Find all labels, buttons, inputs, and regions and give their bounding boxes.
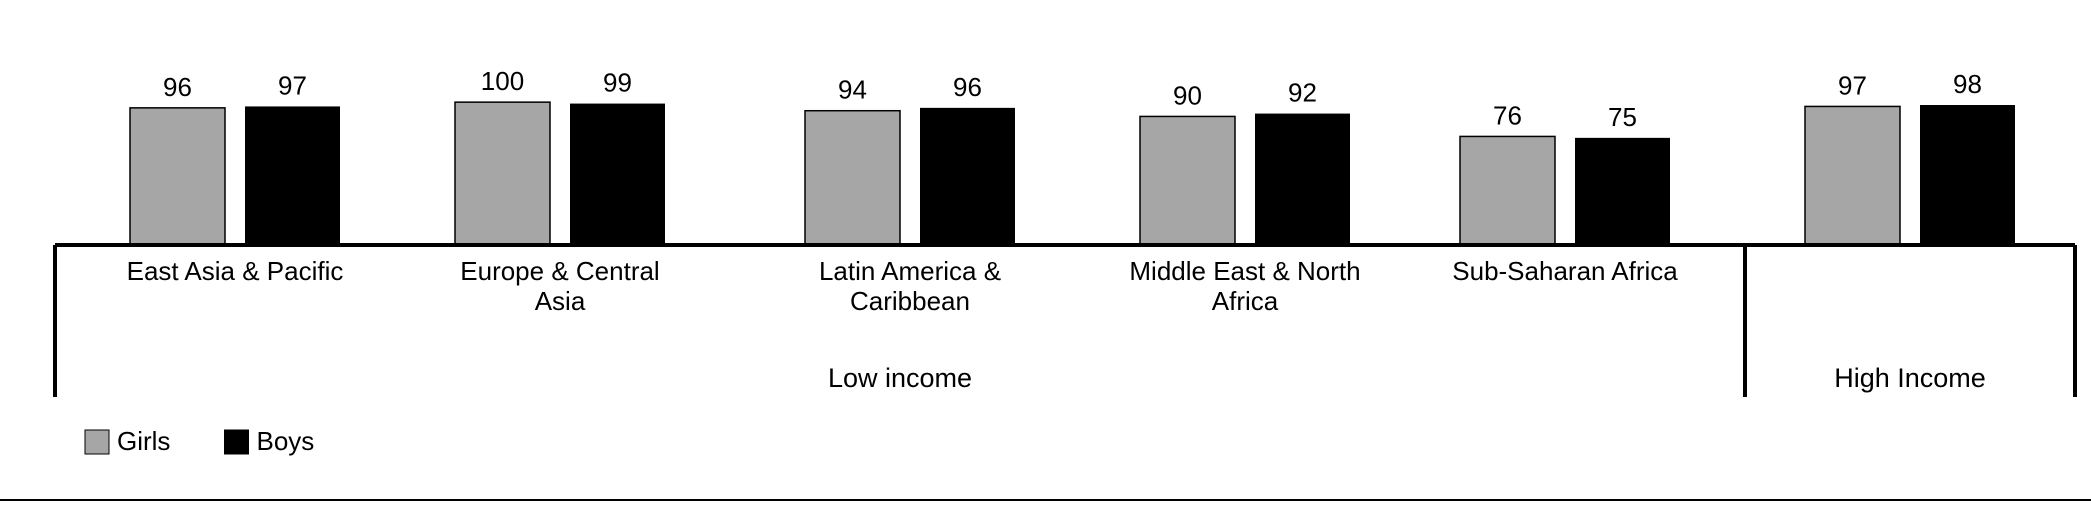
bar-boys [1575, 138, 1670, 245]
bar-boys [1255, 114, 1350, 245]
bar-girls [455, 102, 550, 245]
bar-boys [1920, 105, 2015, 245]
data-label-girls: 96 [163, 72, 192, 102]
bar-boys [570, 104, 665, 245]
legend-swatch [225, 430, 249, 454]
data-label-girls: 100 [481, 66, 524, 96]
enrollment-bar-chart: 96 97 100 99 94 96 90 92 76 75 97 98 East Asia & Pac… [0, 0, 2091, 507]
data-label-boys: 92 [1288, 78, 1317, 108]
bar-girls [805, 111, 900, 245]
bar-boys [920, 108, 1015, 245]
data-label-boys: 97 [278, 70, 307, 100]
group-label: Low income [828, 363, 972, 393]
data-label-girls: 76 [1493, 100, 1522, 130]
category-label: Sub-Saharan Africa [1452, 256, 1678, 286]
legend-label: Girls [117, 426, 170, 456]
legend-label: Boys [257, 426, 315, 456]
data-label-boys: 98 [1953, 69, 1982, 99]
data-label-girls: 97 [1838, 70, 1867, 100]
category-label: East Asia & Pacific [127, 256, 344, 286]
bar-girls [130, 108, 225, 245]
bar-girls [1805, 106, 1900, 245]
data-label-boys: 96 [953, 72, 982, 102]
data-label-boys: 75 [1608, 102, 1637, 132]
bar-girls [1140, 116, 1235, 245]
data-label-boys: 99 [603, 68, 632, 98]
group-label: High Income [1834, 363, 1986, 393]
bar-girls [1460, 136, 1555, 245]
data-label-girls: 94 [838, 75, 867, 105]
bar-boys [245, 106, 340, 245]
legend-swatch [85, 430, 109, 454]
data-label-girls: 90 [1173, 80, 1202, 110]
